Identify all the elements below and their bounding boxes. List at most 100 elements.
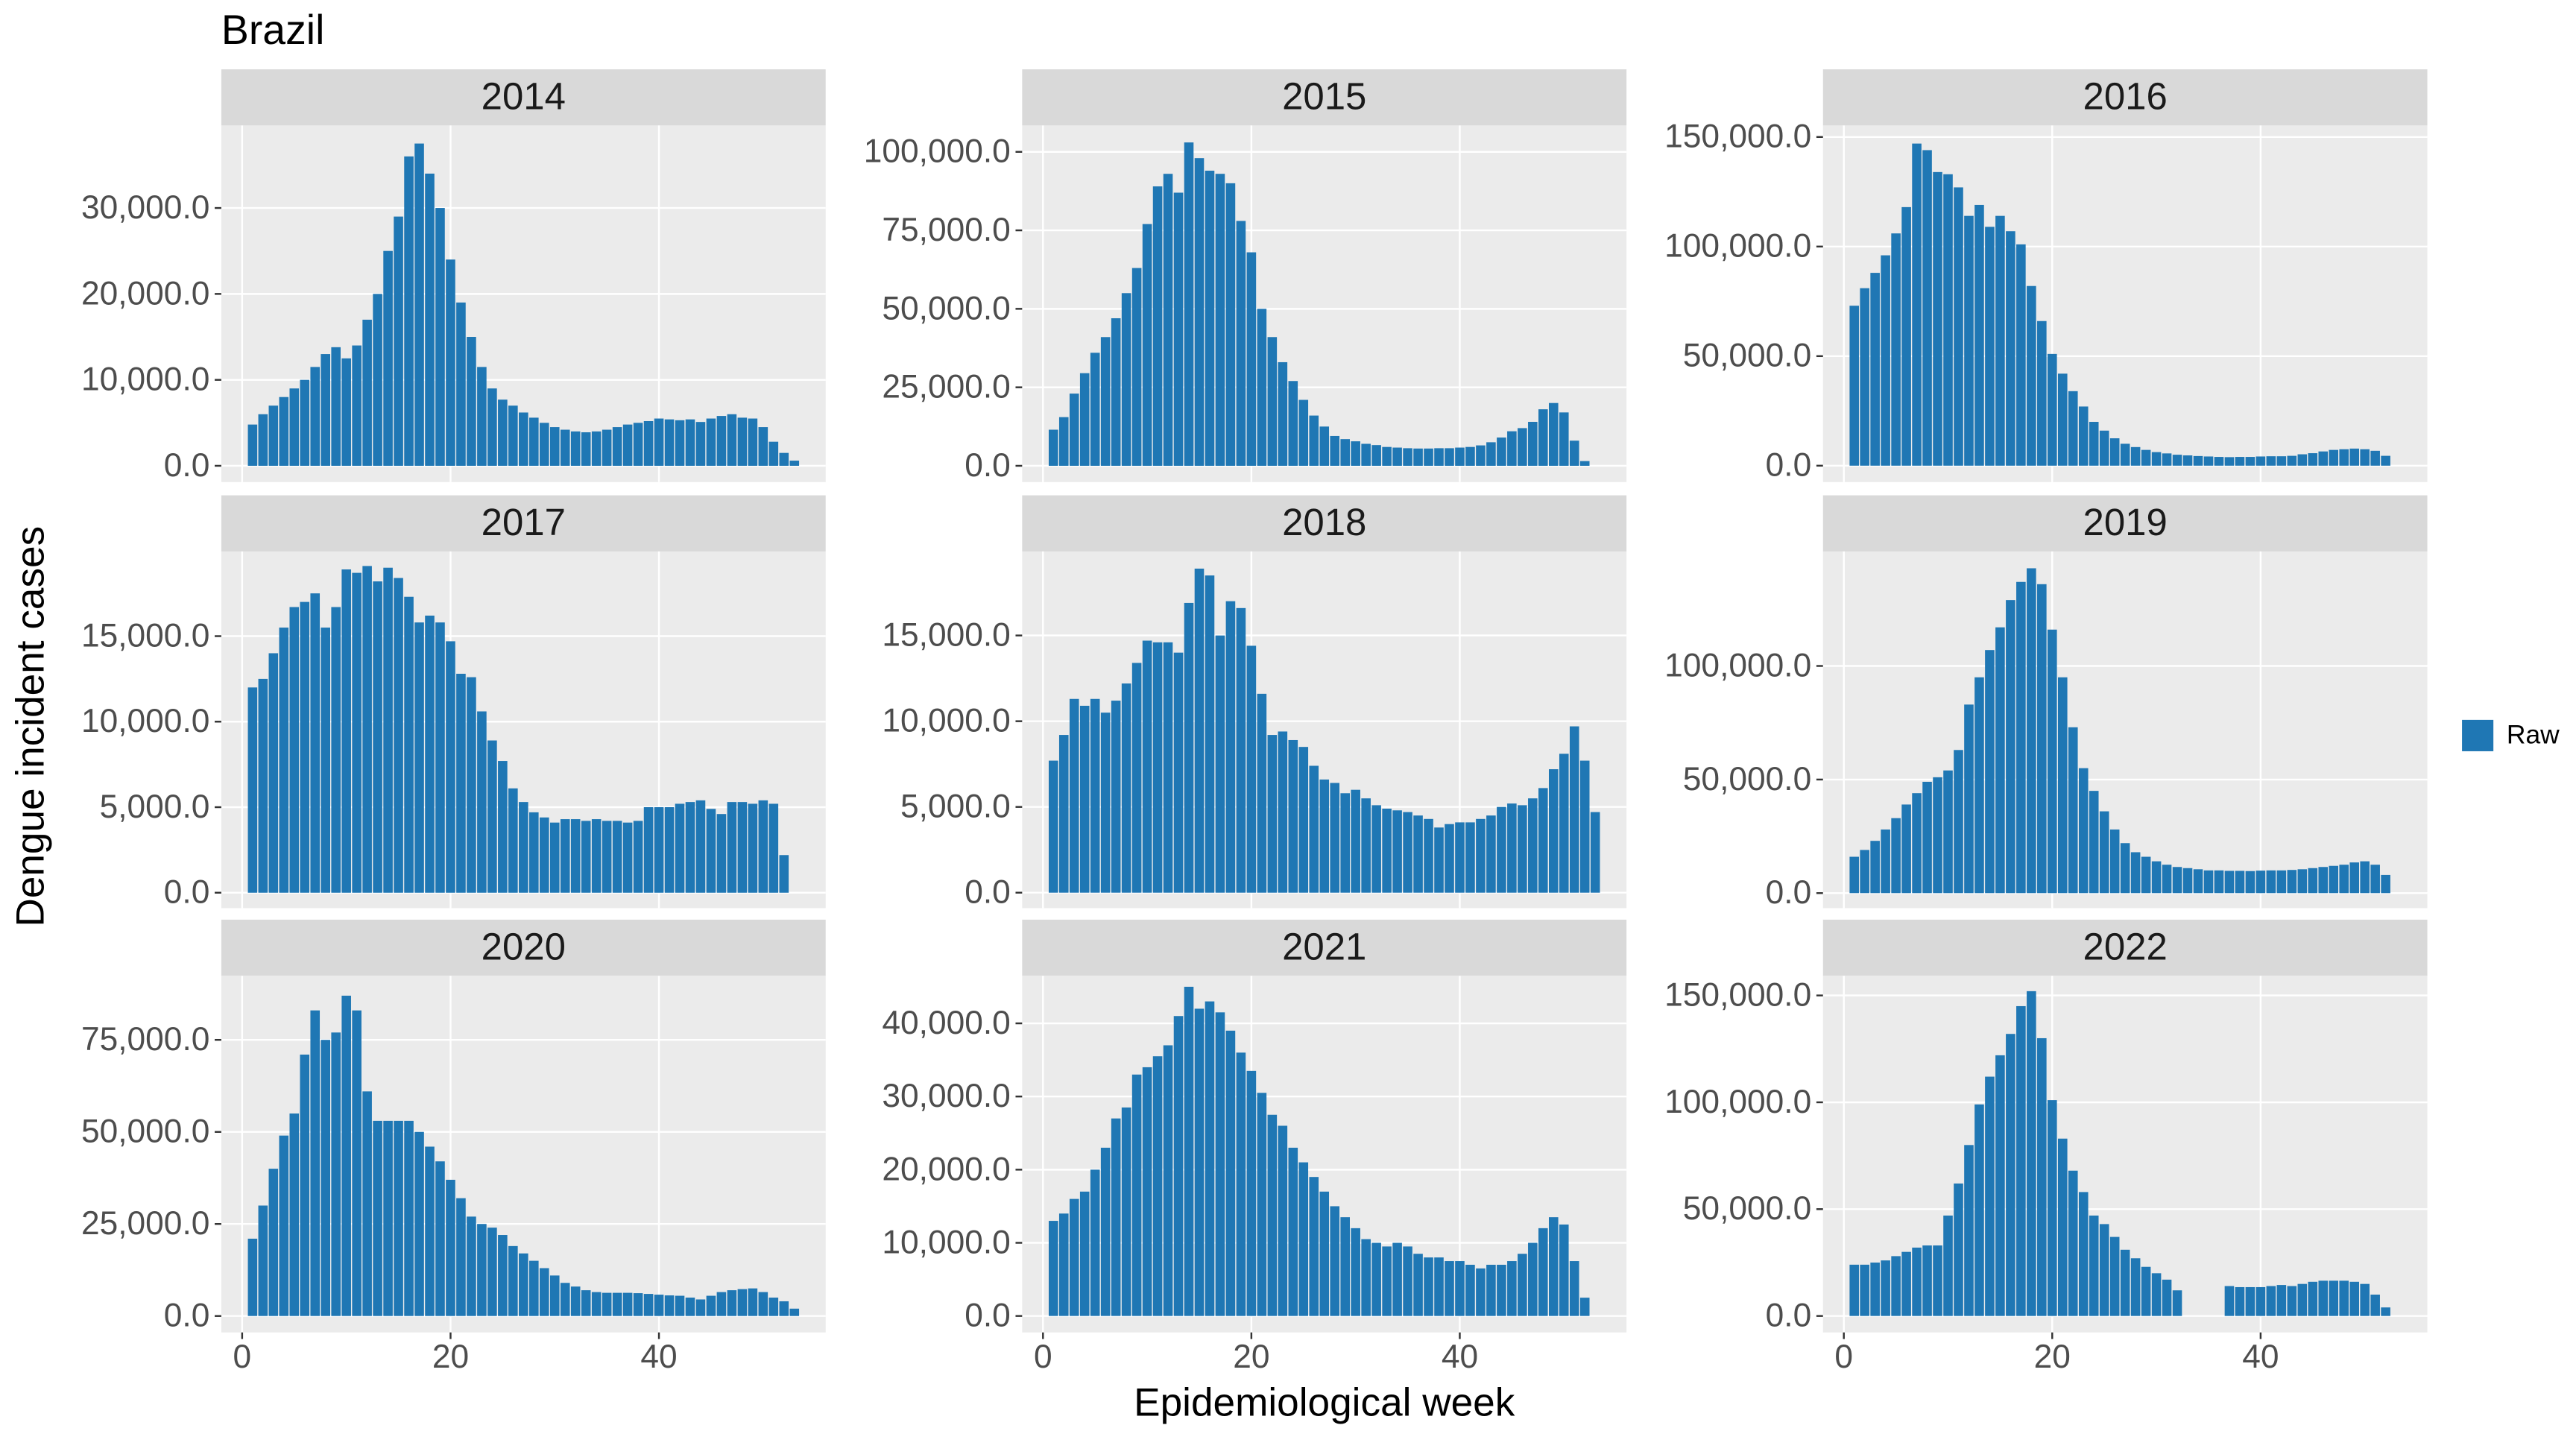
bar bbox=[2203, 870, 2214, 894]
bar bbox=[789, 1308, 800, 1316]
bar bbox=[404, 156, 414, 466]
bar bbox=[1184, 986, 1194, 1316]
bar bbox=[549, 1275, 560, 1316]
y-tick-label: 100,000.0 bbox=[1664, 647, 1811, 683]
bar bbox=[383, 567, 393, 893]
bar bbox=[414, 143, 424, 466]
bar bbox=[2235, 457, 2245, 466]
bar bbox=[2048, 1100, 2057, 1316]
bar bbox=[1382, 1246, 1392, 1316]
bar bbox=[727, 802, 737, 893]
bar bbox=[591, 1292, 602, 1316]
x-tick-label: 40 bbox=[2242, 1339, 2279, 1375]
bar bbox=[2109, 438, 2120, 466]
bar bbox=[383, 250, 393, 466]
bar bbox=[737, 802, 748, 893]
bar bbox=[310, 367, 321, 466]
bar bbox=[383, 1120, 393, 1316]
bar bbox=[1445, 448, 1454, 466]
bar bbox=[1881, 255, 1890, 466]
bar bbox=[2360, 861, 2370, 894]
y-tick-label: 50,000.0 bbox=[1683, 761, 1811, 797]
bar bbox=[1891, 1256, 1901, 1316]
panel-title: 2019 bbox=[2083, 501, 2167, 543]
bar bbox=[467, 677, 476, 893]
bar bbox=[1518, 428, 1527, 466]
bar bbox=[602, 1292, 612, 1316]
bar bbox=[2006, 231, 2015, 466]
x-tick-label: 20 bbox=[432, 1339, 469, 1375]
bar bbox=[1048, 429, 1058, 466]
bar bbox=[1518, 805, 1527, 893]
bar bbox=[1298, 1162, 1309, 1316]
bar bbox=[508, 1245, 518, 1316]
x-tick-label: 20 bbox=[1233, 1339, 1269, 1375]
bar bbox=[1225, 183, 1236, 466]
y-tick-label: 50,000.0 bbox=[81, 1113, 209, 1150]
y-tick-label: 40,000.0 bbox=[882, 1005, 1010, 1041]
bar bbox=[508, 405, 518, 466]
bar bbox=[612, 427, 622, 466]
bar bbox=[341, 569, 351, 893]
bar bbox=[1111, 1118, 1121, 1316]
bar bbox=[685, 419, 695, 466]
y-tick-label: 0.0 bbox=[1766, 874, 1812, 911]
bar bbox=[1860, 850, 1869, 894]
bar bbox=[643, 807, 654, 893]
bar bbox=[1860, 1264, 1869, 1316]
bar bbox=[1569, 726, 1579, 893]
bar bbox=[1215, 1012, 1225, 1316]
bar bbox=[2329, 1280, 2339, 1316]
bar bbox=[2016, 1005, 2026, 1316]
bar bbox=[1267, 1114, 1278, 1316]
bar bbox=[2089, 422, 2099, 466]
bar bbox=[394, 578, 403, 893]
bar bbox=[1371, 805, 1381, 893]
bar bbox=[2381, 1307, 2390, 1316]
bar bbox=[654, 807, 664, 893]
bar bbox=[341, 995, 351, 1316]
y-tick-label: 50,000.0 bbox=[882, 290, 1010, 326]
bar bbox=[612, 1292, 622, 1316]
bar bbox=[2037, 1037, 2047, 1316]
bar bbox=[1860, 288, 1869, 466]
bar bbox=[2297, 454, 2308, 466]
bar bbox=[435, 208, 445, 466]
y-tick-label: 50,000.0 bbox=[1683, 1190, 1811, 1227]
bar bbox=[1288, 739, 1298, 893]
bar bbox=[1455, 822, 1465, 893]
bar bbox=[258, 1205, 268, 1316]
bar bbox=[1090, 698, 1100, 893]
bar bbox=[1413, 448, 1423, 466]
bar bbox=[1455, 1261, 1465, 1316]
bar bbox=[1048, 1221, 1058, 1316]
bar bbox=[1371, 1242, 1381, 1316]
panel-title: 2016 bbox=[2083, 75, 2167, 117]
x-tick-label: 20 bbox=[2034, 1339, 2071, 1375]
bar bbox=[2245, 871, 2255, 894]
bar bbox=[1361, 443, 1371, 466]
bar bbox=[2109, 829, 2120, 894]
bar bbox=[487, 1228, 497, 1316]
bar bbox=[1528, 798, 1538, 893]
y-tick-label: 75,000.0 bbox=[882, 212, 1010, 248]
bar bbox=[2130, 852, 2141, 894]
bar bbox=[425, 615, 435, 893]
bar bbox=[549, 822, 560, 893]
bar bbox=[1943, 174, 1953, 466]
bar bbox=[2287, 455, 2297, 466]
bar bbox=[1922, 150, 1932, 466]
bar bbox=[1538, 788, 1548, 893]
bar bbox=[1507, 803, 1517, 893]
y-tick-label: 5,000.0 bbox=[100, 789, 210, 825]
bar bbox=[1319, 1191, 1330, 1316]
bar bbox=[779, 1301, 789, 1316]
bar bbox=[1131, 268, 1142, 466]
bar bbox=[1891, 818, 1901, 894]
bar bbox=[1069, 698, 1079, 893]
y-tick-label: 0.0 bbox=[965, 874, 1011, 911]
bar bbox=[362, 1091, 372, 1316]
bar bbox=[2151, 861, 2162, 894]
bar bbox=[570, 819, 581, 893]
bar bbox=[1079, 1191, 1090, 1316]
